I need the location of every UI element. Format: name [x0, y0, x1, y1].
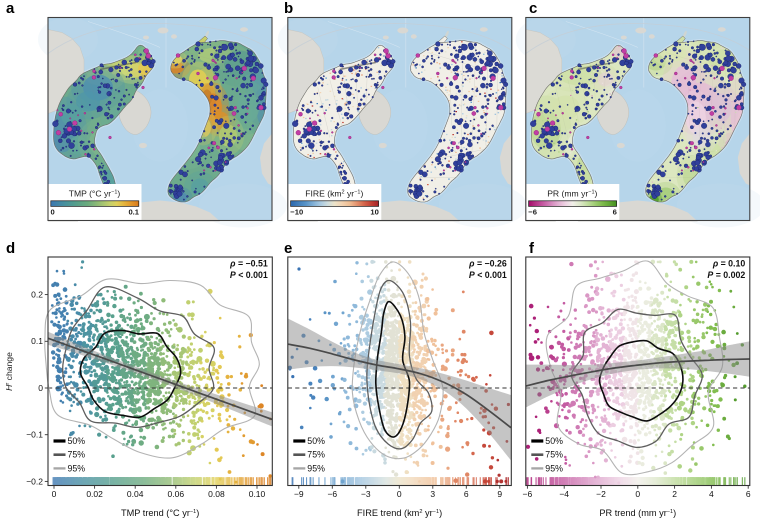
svg-text:c: c [529, 0, 537, 17]
svg-text:P < 0.001: P < 0.001 [230, 270, 268, 280]
svg-text:10: 10 [370, 208, 378, 217]
svg-text:−0.2: −0.2 [26, 476, 43, 486]
svg-text:0: 0 [38, 383, 43, 393]
svg-text:0.04: 0.04 [127, 489, 144, 499]
svg-text:TMP trend (°C yr−1): TMP trend (°C yr−1) [121, 508, 199, 518]
svg-text:TMP (°C yr−1): TMP (°C yr−1) [69, 189, 121, 199]
svg-text:e: e [284, 240, 292, 257]
svg-text:ρ = −0.51: ρ = −0.51 [229, 259, 268, 269]
svg-text:0.10: 0.10 [249, 489, 266, 499]
svg-text:0.08: 0.08 [208, 489, 225, 499]
svg-text:0.06: 0.06 [168, 489, 185, 499]
svg-text:95%: 95% [68, 463, 86, 473]
svg-text:0.1: 0.1 [31, 336, 43, 346]
svg-text:75%: 75% [68, 450, 86, 460]
svg-text:PR (mm yr−1): PR (mm yr−1) [547, 189, 597, 199]
svg-text:−10: −10 [290, 208, 303, 217]
svg-text:a: a [6, 0, 15, 17]
svg-text:f: f [529, 240, 535, 257]
svg-text:−0.1: −0.1 [26, 430, 43, 440]
svg-text:50%: 50% [68, 436, 86, 446]
svg-text:0.2: 0.2 [31, 290, 43, 300]
svg-text:0.1: 0.1 [128, 208, 139, 217]
svg-text:Hr change: Hr change [4, 352, 14, 391]
svg-text:b: b [284, 0, 293, 17]
svg-text:d: d [6, 240, 15, 257]
svg-text:−6: −6 [528, 208, 537, 217]
svg-text:6: 6 [613, 208, 617, 217]
svg-text:0: 0 [51, 208, 55, 217]
svg-text:FIRE (km2 yr−1): FIRE (km2 yr−1) [305, 189, 363, 199]
svg-text:0: 0 [52, 489, 57, 499]
svg-text:0.02: 0.02 [86, 489, 103, 499]
